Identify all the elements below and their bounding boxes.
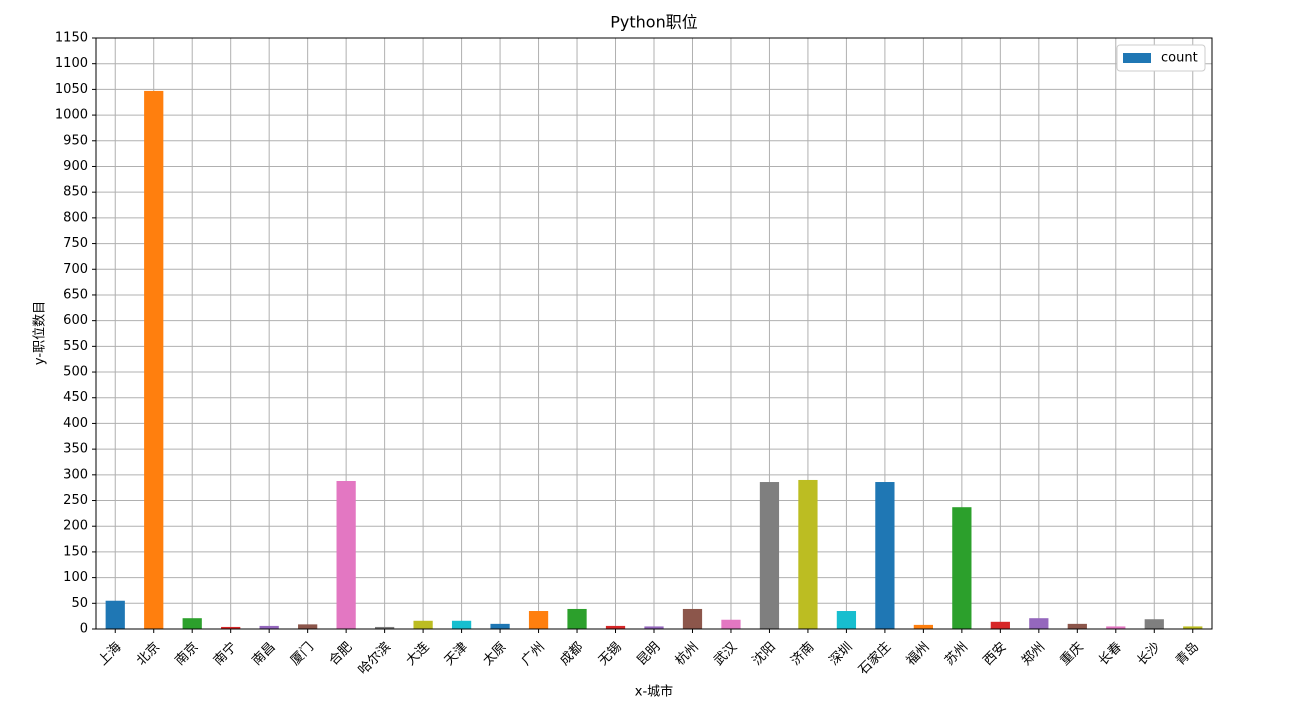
y-tick-label: 800 [63,210,88,225]
x-tick-label: 重庆 [1057,639,1087,669]
bar [336,480,356,629]
bar [1067,623,1087,629]
bar [144,90,164,629]
x-tick-label: 南昌 [249,639,279,669]
y-tick-label: 100 [63,570,88,585]
y-tick-label: 850 [63,185,88,200]
bar [451,620,472,629]
y-tick-label: 150 [63,544,88,559]
y-tick-label: 50 [71,596,88,611]
x-tick-label: 长沙 [1135,640,1164,669]
x-tick-label: 哈尔滨 [355,639,394,678]
legend-box [1116,44,1206,72]
bar [1106,626,1126,629]
y-tick-label: 550 [63,339,88,354]
y-tick-label: 950 [63,133,88,148]
x-tick-label: 无锡 [596,640,625,669]
bar [990,621,1010,629]
bar [682,608,703,629]
x-tick-label: 上海 [96,640,125,669]
bar [952,507,972,629]
y-tick-label: 600 [63,313,88,328]
legend-swatch [1123,53,1151,63]
y-tick-label: 750 [63,236,88,251]
y-tick-label: 900 [63,159,88,174]
x-tick-label: 石家庄 [855,639,894,678]
bar [875,482,895,629]
y-tick-label: 0 [80,622,88,637]
chart-title: Python职位 [610,13,697,32]
bar [375,626,395,629]
bar [298,624,318,629]
x-tick-label: 长春 [1096,640,1125,669]
y-axis-label: y-职位数目 [33,301,48,365]
x-tick-label: 深圳 [827,640,856,669]
bar [1144,619,1164,629]
bar [1029,618,1049,629]
y-tick-label: 500 [63,365,88,380]
bar [759,482,780,629]
x-tick-label: 南京 [172,639,202,669]
y-tick-label: 450 [63,390,88,405]
bar [490,623,510,629]
y-tick-label: 1150 [55,31,88,46]
x-tick-label: 太原 [480,640,509,669]
x-tick-label: 天津 [442,640,471,669]
bar [836,611,857,629]
y-tick-label: 350 [63,442,88,457]
x-tick-label: 沈阳 [750,640,779,669]
x-tick-label: 广州 [519,640,548,669]
x-tick-label: 合肥 [326,640,355,669]
x-tick-label: 郑州 [1019,640,1048,669]
bar [221,626,241,629]
y-tick-label: 200 [63,519,88,534]
legend-label: count [1161,51,1198,66]
bar [1183,626,1203,629]
x-tick-label: 杭州 [673,640,702,669]
y-tick-label: 300 [63,467,88,482]
plot-frame [95,37,1213,630]
x-tick-label: 武汉 [711,640,740,669]
legend: count [1116,44,1206,72]
y-tick-label: 1000 [55,108,88,123]
y-tick-label: 700 [63,262,88,277]
bar [798,479,818,629]
y-tick-label: 250 [63,493,88,508]
bar [567,608,587,629]
bar [605,625,626,629]
y-tick-label: 400 [63,416,88,431]
x-tick-label: 北京 [134,640,163,669]
x-tick-label: 济南 [788,639,818,669]
x-tick-label: 福州 [904,640,933,669]
x-tick-label: 苏州 [941,639,971,669]
x-tick-label: 厦门 [288,640,317,669]
bar [913,624,933,629]
x-tick-label: 大连 [403,639,433,669]
bar [105,600,125,629]
bar [644,626,664,629]
x-tick-label: 西安 [981,640,1010,669]
bar [259,625,279,629]
x-tick-label: 昆明 [634,640,663,669]
bar [721,619,741,629]
bar [413,620,433,629]
x-axis-label: x-城市 [635,684,673,700]
bar [182,618,202,629]
x-tick-label: 成都 [557,640,586,669]
x-tick-label: 青岛 [1172,639,1202,669]
y-tick-label: 650 [63,287,88,302]
y-tick-label: 1100 [55,56,88,71]
bar [528,611,549,629]
x-tick-label: 南宁 [210,639,240,669]
y-tick-label: 1050 [55,82,88,97]
